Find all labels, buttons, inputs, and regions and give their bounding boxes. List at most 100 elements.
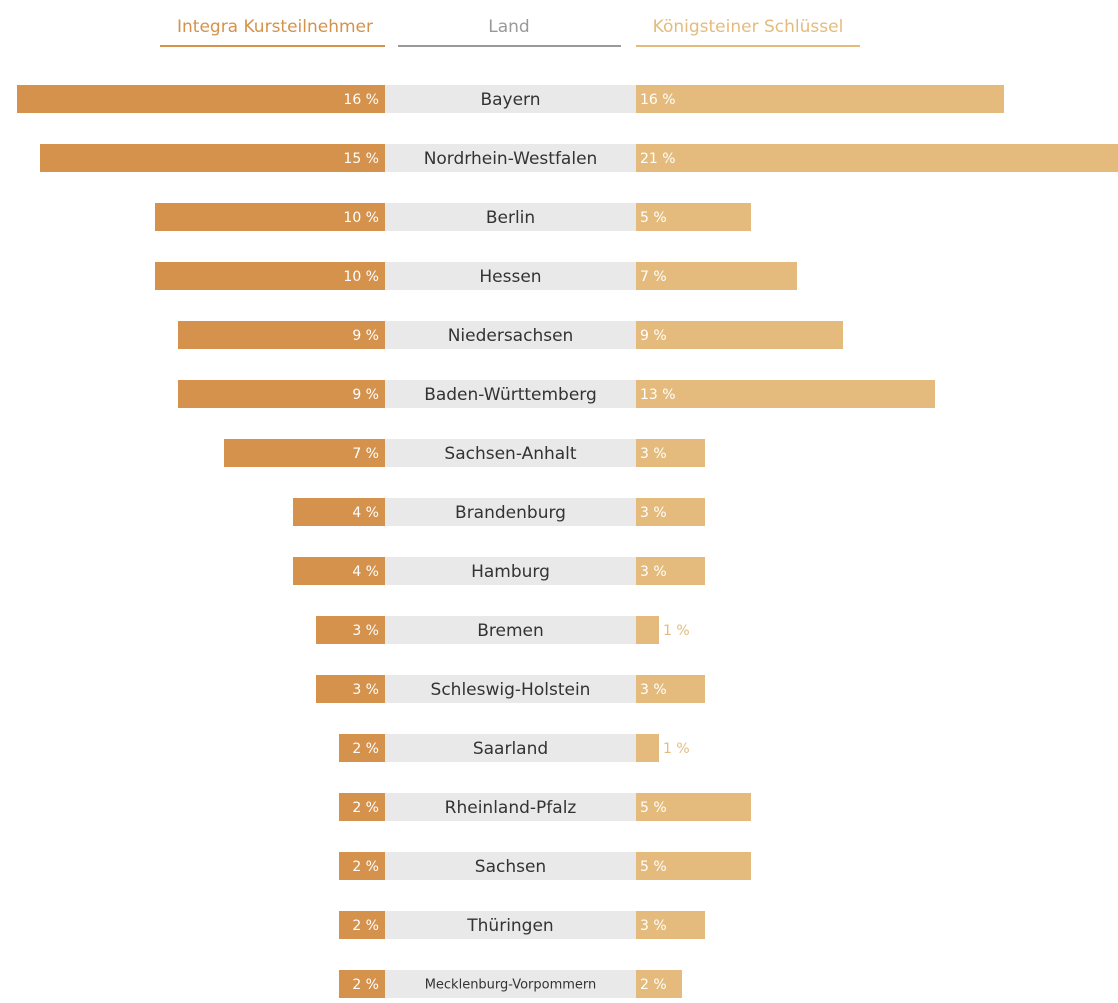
right-value-label: 3 %: [640, 564, 667, 580]
right-bar: [636, 262, 797, 290]
left-bar: [339, 852, 385, 880]
right-value-label: 1 %: [663, 623, 690, 639]
category-label: Berlin: [486, 208, 535, 228]
left-value-label: 2 %: [352, 859, 379, 875]
left-value-label: 15 %: [343, 151, 379, 167]
left-value-label: 16 %: [343, 92, 379, 108]
right-value-label: 5 %: [640, 800, 667, 816]
right-bar: [636, 734, 659, 762]
category-box: [385, 557, 636, 585]
category-box: [385, 85, 636, 113]
category-box: [385, 734, 636, 762]
right-bar: [636, 793, 751, 821]
left-value-label: 10 %: [343, 269, 379, 285]
right-bar: [636, 557, 705, 585]
left-bar: [40, 144, 385, 172]
category-label: Saarland: [473, 739, 548, 759]
left-value-label: 2 %: [352, 977, 379, 993]
category-box: [385, 616, 636, 644]
left-bar: [316, 616, 385, 644]
category-label: Baden-Württemberg: [424, 385, 597, 405]
right-bar: [636, 380, 935, 408]
left-header: Integra Kursteilnehmer: [177, 17, 373, 37]
right-bar: [636, 144, 1118, 172]
left-bar: [155, 203, 385, 231]
category-label: Nordrhein-Westfalen: [424, 149, 598, 169]
category-box: [385, 262, 636, 290]
left-bar: [293, 498, 385, 526]
left-bar: [316, 675, 385, 703]
left-value-label: 10 %: [343, 210, 379, 226]
left-value-label: 4 %: [352, 505, 379, 521]
right-header: Königsteiner Schlüssel: [653, 17, 844, 37]
category-label: Bremen: [477, 621, 544, 641]
right-value-label: 7 %: [640, 269, 667, 285]
center-header: Land: [488, 17, 529, 37]
category-label: Sachsen: [475, 857, 546, 877]
category-box: [385, 793, 636, 821]
category-box: [385, 144, 636, 172]
left-value-label: 7 %: [352, 446, 379, 462]
right-bar: [636, 203, 751, 231]
left-bar: [339, 970, 385, 998]
right-bar: [636, 911, 705, 939]
right-bar: [636, 498, 705, 526]
category-label: Rheinland-Pfalz: [445, 798, 577, 818]
left-bar: [339, 911, 385, 939]
right-value-label: 9 %: [640, 328, 667, 344]
left-bar: [339, 734, 385, 762]
category-box: [385, 498, 636, 526]
left-bar: [339, 793, 385, 821]
category-box: [385, 675, 636, 703]
category-label: Bayern: [480, 90, 540, 110]
left-bar: [293, 557, 385, 585]
right-value-label: 3 %: [640, 682, 667, 698]
left-value-label: 4 %: [352, 564, 379, 580]
right-value-label: 3 %: [640, 505, 667, 521]
left-value-label: 9 %: [352, 387, 379, 403]
category-label: Mecklenburg-Vorpommern: [425, 978, 597, 993]
category-box: [385, 380, 636, 408]
category-label: Niedersachsen: [448, 326, 574, 346]
right-bar: [636, 616, 659, 644]
category-label: Brandenburg: [455, 503, 566, 523]
left-bar: [155, 262, 385, 290]
left-bar: [178, 321, 385, 349]
category-box: [385, 970, 636, 998]
category-box: [385, 439, 636, 467]
right-bar: [636, 439, 705, 467]
right-value-label: 3 %: [640, 446, 667, 462]
left-value-label: 9 %: [352, 328, 379, 344]
left-value-label: 2 %: [352, 741, 379, 757]
category-label: Hamburg: [471, 562, 550, 582]
left-bar: [178, 380, 385, 408]
category-box: [385, 321, 636, 349]
category-box: [385, 852, 636, 880]
category-box: [385, 203, 636, 231]
left-value-label: 3 %: [352, 682, 379, 698]
right-bar: [636, 321, 843, 349]
right-value-label: 5 %: [640, 210, 667, 226]
right-value-label: 1 %: [663, 741, 690, 757]
right-value-label: 5 %: [640, 859, 667, 875]
left-value-label: 2 %: [352, 918, 379, 934]
right-bar: [636, 970, 682, 998]
right-bar: [636, 852, 751, 880]
right-value-label: 3 %: [640, 918, 667, 934]
right-bar: [636, 675, 705, 703]
right-bar: [636, 85, 1004, 113]
category-box: [385, 911, 636, 939]
left-value-label: 2 %: [352, 800, 379, 816]
category-label: Thüringen: [466, 916, 553, 936]
right-value-label: 13 %: [640, 387, 676, 403]
right-value-label: 2 %: [640, 977, 667, 993]
category-label: Schleswig-Holstein: [431, 680, 591, 700]
left-value-label: 3 %: [352, 623, 379, 639]
category-label: Sachsen-Anhalt: [444, 444, 576, 464]
left-bar: [17, 85, 385, 113]
category-label: Hessen: [479, 267, 541, 287]
left-bar: [224, 439, 385, 467]
right-value-label: 16 %: [640, 92, 676, 108]
right-value-label: 21 %: [640, 151, 676, 167]
